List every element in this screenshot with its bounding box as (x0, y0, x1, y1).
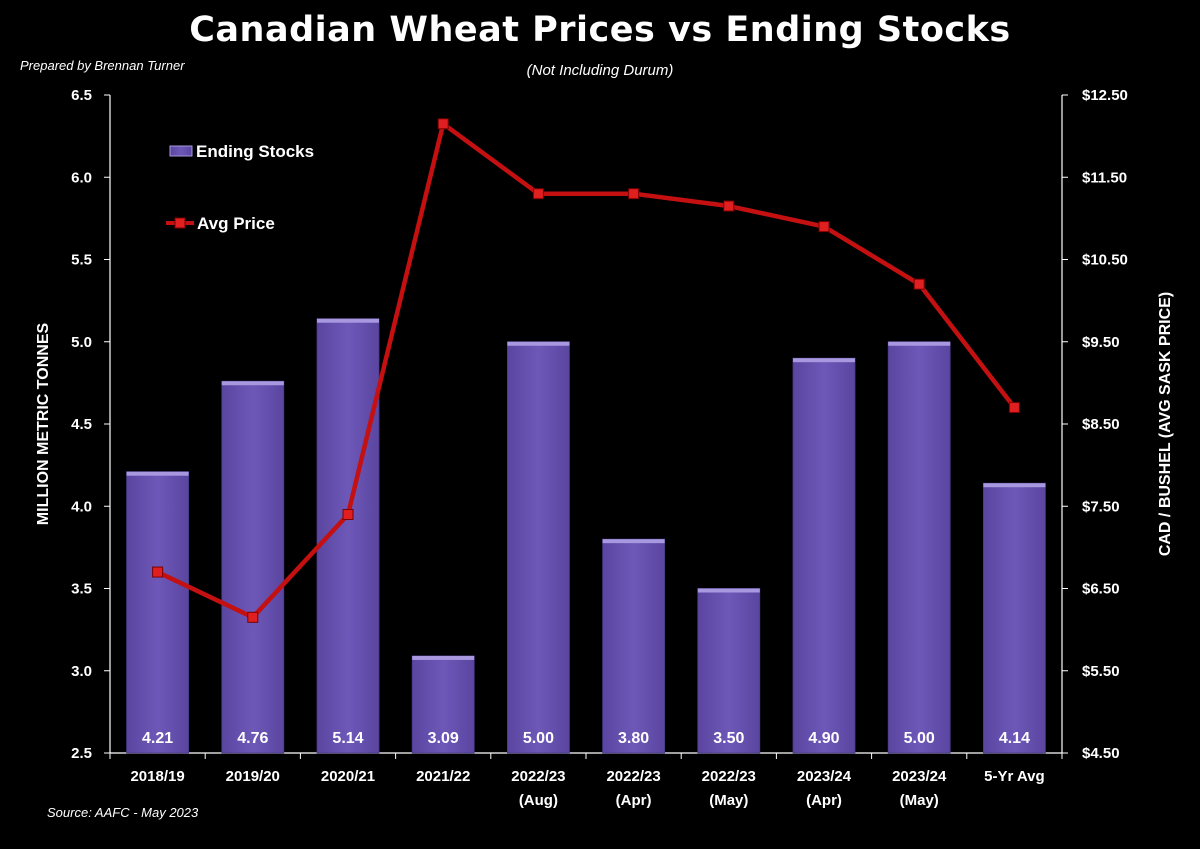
x-tick-label: 2021/22 (416, 768, 470, 785)
source-text: Source: AAFC - May 2023 (47, 805, 199, 820)
y-tick-label: 3.0 (71, 663, 92, 680)
bar (983, 482, 1046, 754)
x-tick-label: (May) (709, 792, 748, 809)
y2-tick-label: $12.50 (1082, 87, 1128, 104)
data-labels: 4.21 4.76 5.14 3.09 5.00 3.80 3.50 4.90 5.00 4.14 (142, 730, 1030, 747)
bar-top-highlight (412, 655, 475, 660)
price-marker (628, 188, 640, 200)
y-tick-label: 6.0 (71, 169, 92, 186)
price-marker (152, 566, 164, 578)
bar-top-highlight (602, 539, 665, 544)
bar (887, 341, 951, 754)
y2-axis-title: CAD / BUSHEL (AVG SASK PRICE) (1157, 292, 1174, 556)
bar-data-label: 4.21 (142, 730, 173, 747)
x-tick-label: 2018/19 (130, 768, 184, 785)
x-tick-label: 2022/23 (702, 768, 756, 785)
legend: Ending Stocks Avg Price (166, 142, 314, 233)
credit-text: Prepared by Brennan Turner (20, 58, 185, 73)
line-series (152, 118, 1020, 623)
price-marker (342, 508, 354, 520)
price-marker (818, 221, 830, 233)
bar (602, 538, 665, 754)
price-marker (723, 200, 735, 212)
bar-data-label: 5.00 (523, 730, 554, 747)
bar-top-highlight (983, 483, 1046, 488)
chart-subtitle: (Not Including Durum) (526, 62, 674, 79)
bar-data-label: 5.14 (332, 730, 363, 747)
bar (697, 588, 761, 754)
price-marker (247, 611, 259, 623)
legend-label: Ending Stocks (196, 142, 314, 161)
bar-top-highlight (793, 358, 855, 363)
price-marker (532, 188, 544, 200)
bar (126, 471, 189, 754)
price-marker (1008, 402, 1020, 414)
chart-title: Canadian Wheat Prices vs Ending Stocks (189, 10, 1011, 50)
bar-top-highlight (507, 341, 570, 346)
x-tick-label: (Aug) (519, 792, 558, 809)
bar-data-label: 3.80 (618, 730, 649, 747)
y2-tick-label: $6.50 (1082, 581, 1120, 598)
bar-series (126, 318, 1046, 754)
y2-tick-label: $7.50 (1082, 498, 1120, 515)
x-tick-label: 2019/20 (226, 768, 280, 785)
y-tick-label: 5.0 (71, 334, 92, 351)
bar (792, 357, 856, 754)
bar-data-label: 5.00 (904, 730, 935, 747)
bar-data-label: 4.90 (808, 730, 839, 747)
bar (411, 655, 475, 754)
price-marker (437, 118, 449, 130)
y-tick-label: 2.5 (71, 745, 92, 762)
x-tick-label: 5-Yr Avg (984, 768, 1045, 785)
y2-tick-label: $4.50 (1082, 745, 1120, 762)
bar-top-highlight (317, 318, 379, 323)
bar-data-label: 3.50 (713, 730, 744, 747)
legend-marker-swatch (174, 217, 186, 229)
y-tick-label: 5.5 (71, 252, 92, 269)
bar (221, 380, 285, 754)
y-axis-title: MILLION METRIC TONNES (35, 322, 52, 525)
x-tick-label: (Apr) (616, 792, 652, 809)
x-tick-label: 2023/24 (797, 768, 852, 785)
bar-data-label: 4.14 (999, 730, 1030, 747)
y2-tick-label: $9.50 (1082, 334, 1120, 351)
x-tick-label: 2022/23 (606, 768, 660, 785)
price-marker (913, 278, 925, 290)
x-tick-label: (May) (900, 792, 939, 809)
bar-top-highlight (888, 341, 951, 346)
bar-data-label: 4.76 (237, 730, 268, 747)
y2-tick-label: $11.50 (1082, 169, 1127, 186)
bar-top-highlight (697, 588, 760, 593)
x-tick-label: (Apr) (806, 792, 842, 809)
x-tick-label: 2020/21 (321, 768, 375, 785)
bar-top-highlight (221, 381, 284, 386)
x-tick-label: 2022/23 (511, 768, 565, 785)
legend-bar-swatch (169, 145, 193, 157)
y-tick-label: 3.5 (71, 581, 92, 598)
bar-top-highlight (126, 471, 189, 476)
y2-tick-label: $5.50 (1082, 663, 1120, 680)
y-tick-label: 4.5 (71, 416, 92, 433)
legend-label: Avg Price (197, 214, 275, 233)
y2-tick-label: $8.50 (1082, 416, 1120, 433)
price-line (156, 121, 1017, 620)
y-tick-label: 4.0 (71, 498, 92, 515)
y2-tick-label: $10.50 (1082, 252, 1128, 269)
x-tick-label: 2023/24 (892, 768, 947, 785)
bar (506, 341, 570, 754)
bar-data-label: 3.09 (428, 730, 459, 747)
y-tick-label: 6.5 (71, 87, 92, 104)
